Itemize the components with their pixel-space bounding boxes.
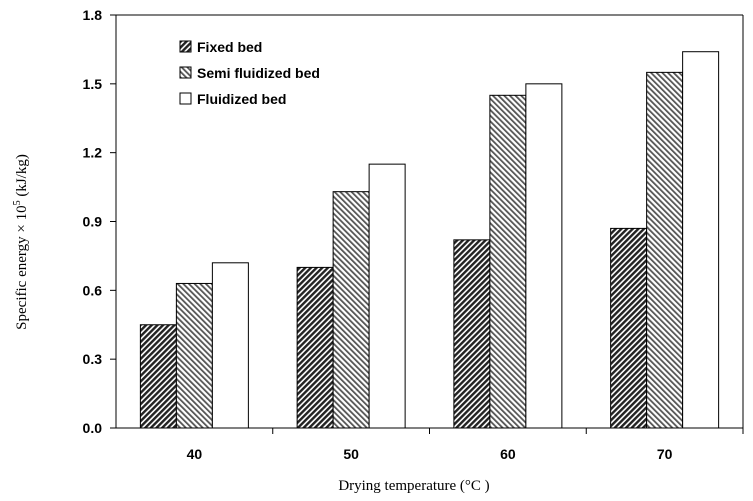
y-tick-label: 0.6	[83, 282, 103, 298]
bar-fixed-bed-60	[453, 239, 491, 429]
bar-semi-fluidized-bed-40	[175, 282, 213, 429]
legend-label: Semi fluidized bed	[197, 65, 320, 81]
y-axis-ticks: 0.0 0.3 0.6 0.9 1.2 1.5 1.8	[83, 7, 116, 436]
bar-fixed-bed-40	[139, 324, 177, 429]
bar-fixed-bed-50	[296, 266, 334, 429]
x-tick-label: 40	[187, 446, 203, 462]
y-axis-title: Specific energy × 105 (kJ/kg)	[12, 154, 30, 330]
bar-semi-fluidized-bed-60	[489, 94, 527, 429]
x-axis-title: Drying temperature (°C )	[338, 478, 489, 494]
bar-fixed-bed-70	[610, 227, 648, 429]
bar-fluidized-bed-60	[525, 83, 563, 429]
legend-label: Fixed bed	[197, 39, 262, 55]
x-tick-label: 60	[500, 446, 516, 462]
legend-swatch	[179, 40, 192, 53]
y-tick-label: 1.5	[83, 76, 103, 92]
y-tick-label: 0.0	[83, 420, 103, 436]
bar-fluidized-bed-40	[211, 262, 249, 429]
y-tick-label: 0.9	[83, 214, 103, 230]
bars	[139, 51, 720, 429]
bar-semi-fluidized-bed-70	[646, 71, 684, 429]
legend: Fixed bed Semi fluidized bed Fluidized bed	[179, 39, 320, 107]
legend-swatch	[179, 66, 192, 79]
y-axis-title-tail: (kJ/kg)	[14, 154, 30, 200]
legend-label: Fluidized bed	[197, 91, 286, 107]
x-tick-label: 50	[343, 446, 359, 462]
bar-fluidized-bed-70	[682, 51, 720, 429]
y-tick-label: 1.2	[83, 145, 103, 161]
legend-swatch	[179, 92, 192, 105]
x-axis-ticks: 40 50 60 70	[187, 428, 744, 462]
x-tick-label: 70	[657, 446, 673, 462]
y-axis-title-main: Specific energy × 10	[14, 205, 30, 329]
bar-fluidized-bed-50	[368, 163, 406, 429]
y-axis-title-superscript: 5	[12, 200, 23, 205]
bar-semi-fluidized-bed-50	[332, 191, 370, 429]
y-tick-label: 0.3	[83, 351, 103, 367]
y-tick-label: 1.8	[83, 7, 103, 23]
